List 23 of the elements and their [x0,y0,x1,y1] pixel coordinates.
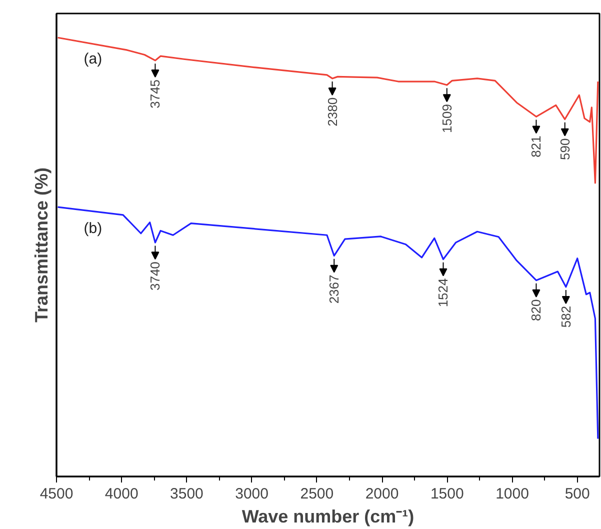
annotation: 590 [557,138,572,160]
annotation: 1509 [439,104,454,133]
annotation: 3740 [148,262,163,291]
series-label: (a) [84,50,102,68]
x-axis-title: Wave number (cm⁻¹) [242,506,414,526]
annotation: 820 [528,299,544,322]
series-label: (b) [84,220,102,238]
x-tick-label: 500 [564,486,590,502]
annotation: 3745 [148,79,163,108]
x-tick-label: 3000 [235,486,269,502]
annotation: 2380 [324,97,340,126]
x-tick-label: 2000 [365,486,399,502]
x-tick-label: 2500 [300,486,334,502]
annotation: 821 [528,136,544,158]
annotation: 582 [558,306,574,328]
x-tick-label: 1500 [430,486,464,502]
x-tick-label: 1000 [496,486,529,502]
x-tick-label: 4500 [40,486,74,502]
y-axis-title: Transmittance (%) [32,167,52,323]
annotation: 2367 [326,274,342,304]
x-tick-label: 3500 [170,486,204,502]
x-tick-label: 4000 [104,486,138,502]
annotation: 1524 [436,278,451,308]
